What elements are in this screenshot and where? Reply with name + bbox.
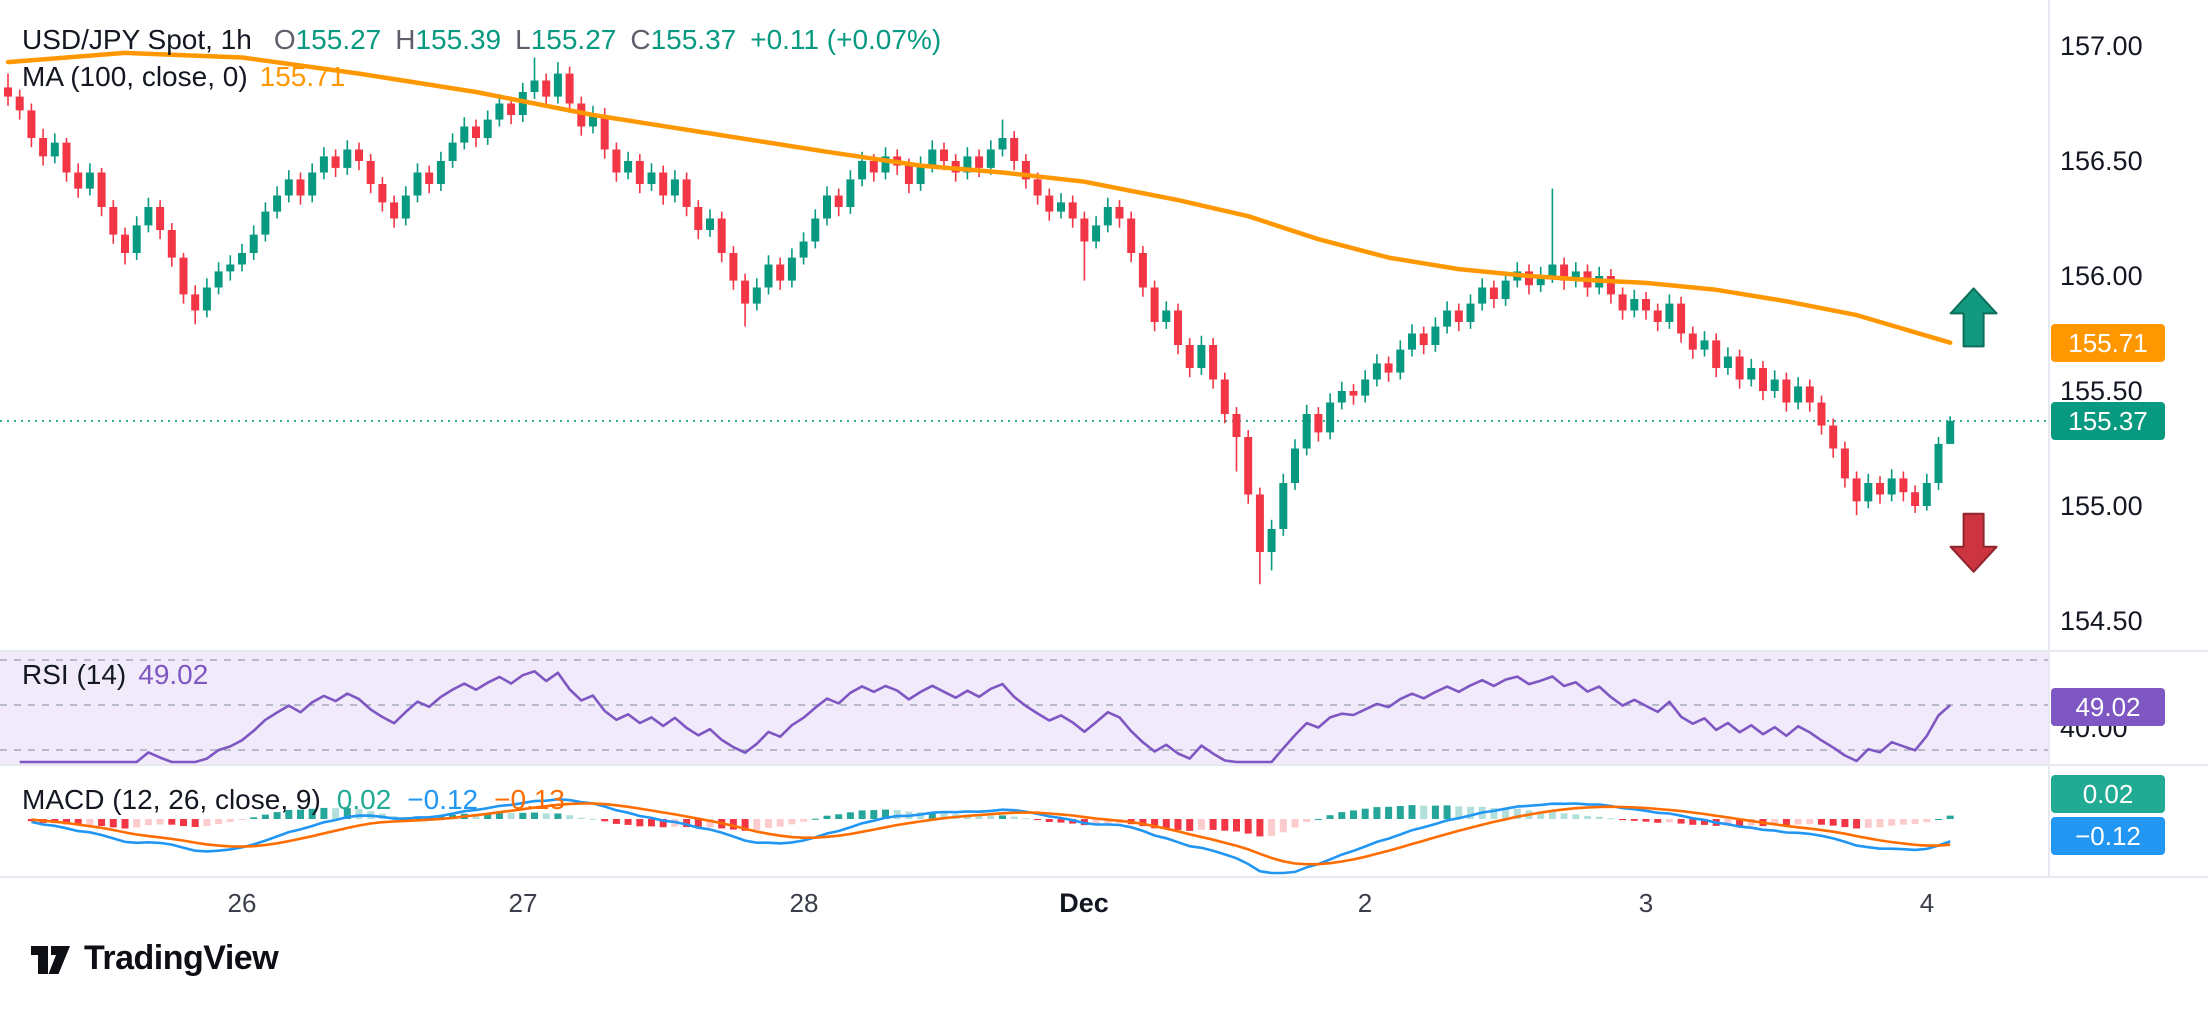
price-axis-border [2048,0,2050,876]
rsi-legend-row[interactable]: RSI (14) 49.02 [22,659,208,691]
symbol-title: USD/JPY Spot, 1h [22,24,252,55]
macd-legend-row[interactable]: MACD (12, 26, close, 9) 0.02 −0.12 −0.13 [22,784,565,816]
tradingview-logo-text: TradingView [84,938,279,977]
main-chart-canvas[interactable] [0,0,2048,650]
low-value: 155.27 [530,24,617,55]
close-value: 155.37 [650,24,737,55]
time-label-4: 4 [1919,888,1935,918]
ma-price-badge: 155.71 [2051,324,2165,362]
down-arrow-annotation[interactable] [1949,512,1998,573]
macd-line-value: −0.12 [407,784,479,815]
price-tick-label: 156.00 [2060,261,2143,291]
rsi-pane-canvas[interactable] [0,651,2048,764]
price-tick-label: 156.50 [2060,146,2143,176]
time-label-2: 2 [1357,888,1373,918]
low-label: L [515,24,531,55]
time-label-dec: Dec [1059,888,1109,918]
macd-signal-line [31,802,1951,866]
close-label: C [630,24,651,55]
price-tick-label: 157.00 [2060,31,2143,61]
high-value: 155.39 [415,24,502,55]
up-arrow-annotation[interactable] [1949,287,1998,348]
tradingview-logo[interactable]: TradingView [26,934,279,982]
ma-100-line [5,50,1953,345]
high-label: H [395,24,416,55]
time-label-28: 28 [789,888,819,918]
macd-hist-value: 0.02 [336,784,392,815]
change-value: +0.11 (+0.07%) [750,24,942,55]
open-value: 155.27 [295,24,382,55]
ma-value: 155.71 [259,61,346,92]
main-legend: USD/JPY Spot, 1h O 155.27 H 155.39 L 155.27… [22,24,941,93]
price-tick-label: 155.00 [2060,491,2143,521]
price-tick-label: 154.50 [2060,606,2143,636]
macd-signal-value: −0.13 [494,784,565,815]
pane-separator-rsi[interactable] [0,650,2208,652]
tradingview-logo-icon [31,946,70,974]
rsi-value-badge: 49.02 [2051,688,2165,726]
rsi-band [0,651,2048,764]
macd-pane-canvas[interactable] [0,765,2048,876]
candlestick-series [4,57,1955,585]
open-label: O [273,24,296,55]
rsi-line [19,669,1952,764]
time-label-27: 27 [508,888,538,918]
ma-label: MA (100, close, 0) [22,61,248,92]
ma-legend-row[interactable]: MA (100, close, 0) 155.71 [22,61,345,93]
pane-separator-macd[interactable] [0,764,2208,766]
macd-line [31,797,1951,875]
price-tick-label: 155.50 [2060,376,2143,406]
macd-label: MACD (12, 26, close, 9) [22,784,321,815]
time-scale[interactable]: 26 27 28 Dec 2 3 4 [0,876,2048,932]
last-price-badge: 155.37 [2051,402,2165,440]
macd-hist-badge: 0.02 [2051,775,2165,813]
macd-value-badge: −0.12 [2051,817,2165,855]
symbol-legend-row[interactable]: USD/JPY Spot, 1h O 155.27 H 155.39 L 155.27… [22,24,941,56]
time-label-3: 3 [1638,888,1654,918]
price-scale[interactable]: 157.00 156.50 156.00 155.50 155.00 154.50 40.0… [2048,0,2208,876]
rsi-value: 49.02 [138,659,209,690]
time-axis-separator [0,876,2208,878]
rsi-label: RSI (14) [22,659,127,690]
time-label-26: 26 [227,888,257,918]
